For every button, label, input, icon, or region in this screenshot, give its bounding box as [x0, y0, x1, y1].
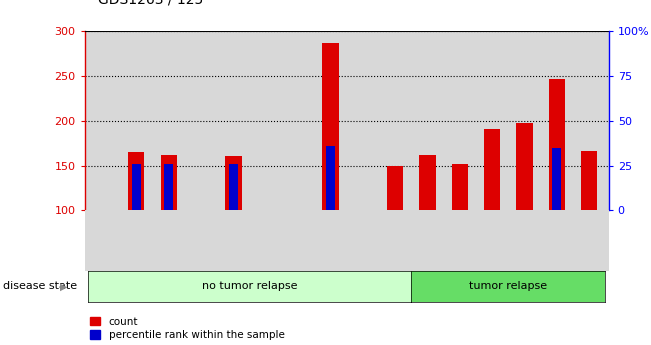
Bar — [419, 155, 436, 210]
Bar — [326, 146, 335, 210]
Bar — [549, 79, 565, 210]
Bar — [132, 164, 141, 210]
Bar — [452, 164, 468, 210]
Legend: count, percentile rank within the sample: count, percentile rank within the sample — [90, 317, 284, 340]
Text: no tumor relapse: no tumor relapse — [202, 282, 298, 291]
Bar — [225, 156, 242, 210]
Bar — [229, 164, 238, 210]
Bar — [581, 151, 598, 210]
Bar — [553, 148, 561, 210]
Bar — [322, 43, 339, 210]
Text: GDS1263 / 125: GDS1263 / 125 — [98, 0, 203, 7]
Bar — [161, 155, 177, 210]
Text: ▶: ▶ — [60, 282, 68, 291]
Bar — [516, 122, 533, 210]
Text: tumor relapse: tumor relapse — [469, 282, 547, 291]
Bar — [387, 167, 403, 210]
Bar — [484, 129, 501, 210]
Bar — [128, 152, 145, 210]
Text: disease state: disease state — [3, 282, 77, 291]
Bar — [164, 164, 173, 210]
